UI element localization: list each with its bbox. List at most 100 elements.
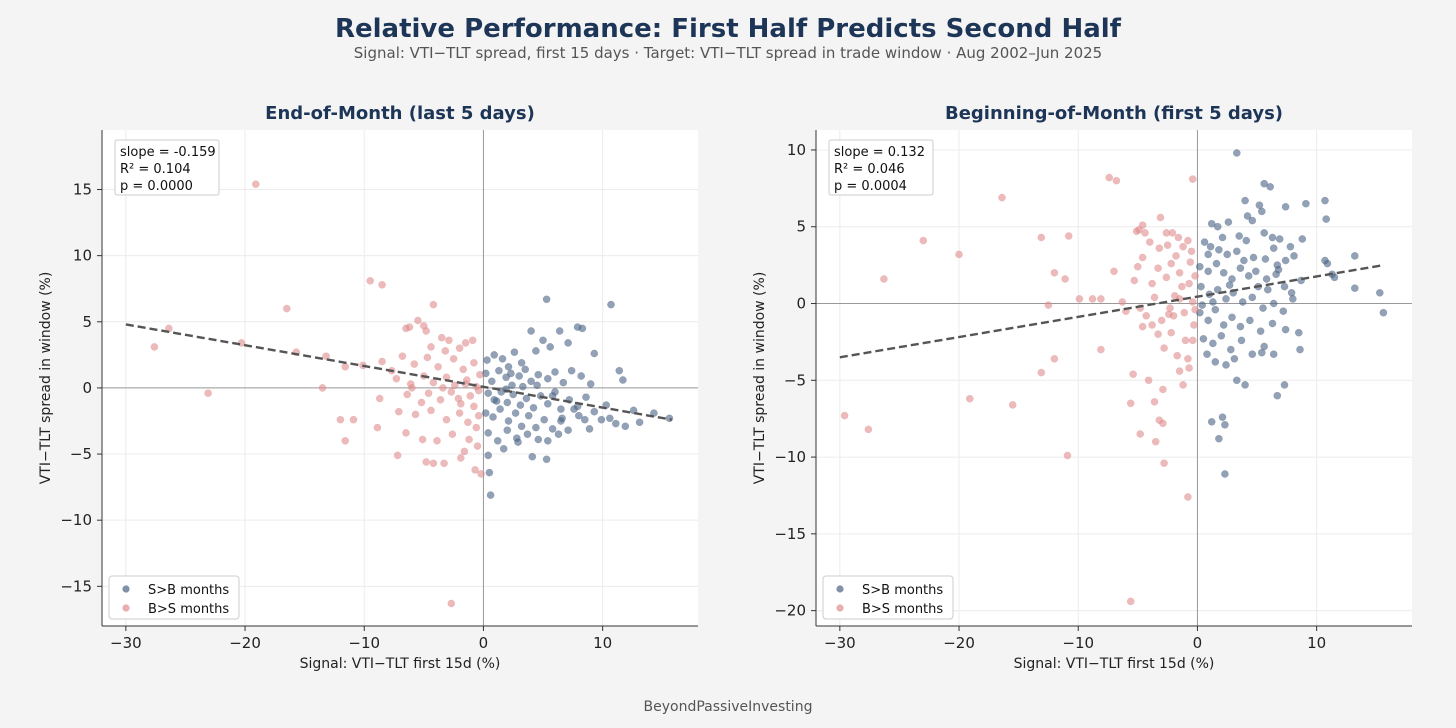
scatter-point [492,397,501,405]
scatter-point [1157,316,1166,325]
scatter-point [1172,252,1180,260]
scatter-point [1133,262,1142,271]
scatter-point [1181,336,1190,345]
scatter-point [1173,351,1182,360]
legend-marker [122,585,130,593]
scatter-point [496,405,504,413]
scatter-point [1188,175,1197,183]
scatter-point [998,193,1006,202]
scatter-point [1132,227,1141,236]
scatter-point [1191,305,1199,314]
scatter-point [1037,233,1046,242]
scatter-point [1154,264,1162,273]
scatter-point [585,425,594,433]
scatter-point [1236,264,1245,273]
scatter-point [1166,304,1174,312]
scatter-point [518,382,527,391]
scatter-point [484,429,493,437]
scatter-point [543,374,552,383]
scatter-point [1138,322,1147,331]
scatter-point [1260,179,1269,188]
x-tick-label: −20 [229,634,261,652]
x-tick-label: −10 [1062,634,1094,652]
scatter-point [1262,275,1271,283]
scatter-point [1268,319,1277,328]
scatter-point [527,327,535,335]
scatter-point [150,343,159,351]
scatter-point [1097,345,1105,354]
scatter-point [1061,275,1069,283]
stats-line: p = 0.0000 [120,179,193,194]
legend-label: B>S months [148,602,229,617]
legend-marker [836,604,844,612]
scatter-point [1280,282,1289,291]
scatter-point [378,280,386,289]
scatter-point [564,339,572,347]
scatter-point [422,458,431,466]
scatter-point [1097,295,1105,303]
scatter-point [1230,354,1239,363]
y-tick-label: 5 [82,313,92,331]
scatter-point [502,373,510,382]
scatter-point [1215,434,1223,443]
legend-label: S>B months [148,583,229,598]
scatter-point [483,356,491,364]
scatter-point [465,435,473,444]
scatter-point [473,442,482,450]
scatter-point [1232,149,1241,157]
scatter-point [408,384,416,392]
scatter-point [460,447,469,456]
panel-title: End-of-Month (last 5 days) [265,103,535,124]
scatter-point [1145,238,1154,246]
scatter-point [1218,413,1227,422]
scatter-point [955,250,963,259]
scatter-point [437,333,446,342]
scatter-point [459,365,468,374]
scatter-point [423,353,432,362]
scatter-point [349,415,358,424]
scatter-point [1148,279,1156,288]
scatter-point [1323,259,1332,268]
scatter-point [1375,288,1384,297]
stats-line: slope = -0.159 [120,145,216,160]
scatter-point [1187,247,1196,256]
scatter-point [503,426,512,435]
scatter-point [665,414,674,423]
scatter-point [1321,196,1329,205]
scatter-point [1226,345,1235,354]
scatter-point [527,377,535,386]
scatter-point [1211,305,1220,314]
scatter-point [1222,295,1230,303]
scatter-point [607,300,615,309]
scatter-point [534,435,543,444]
y-tick-label: −20 [774,602,806,620]
scatter-point [1178,282,1186,291]
scatter-point [1235,232,1244,240]
scatter-point [1063,451,1072,460]
scatter-point [1142,311,1151,320]
scatter-point [410,360,419,368]
scatter-point [1322,215,1331,223]
scatter-point [567,366,576,375]
scatter-point [470,402,478,411]
main-title: Relative Performance: First Half Predict… [334,14,1121,44]
scatter-point [495,366,503,375]
series-sb [481,295,674,499]
scatter-point [1138,253,1147,262]
scatter-point [1130,276,1139,285]
panel-2: −30 −20 −10 0 10 −20 −15 −10 −5 0 5 10 Beginning-of-… [752,103,1412,672]
scatter-point [378,357,386,366]
scatter-point [1232,376,1241,385]
scatter-point [1259,304,1267,312]
scatter-point [1273,391,1282,400]
scatter-point [429,300,438,309]
scatter-point [1279,307,1288,316]
scatter-point [534,370,543,379]
stats-box-frame [114,139,220,196]
scatter-point [1237,336,1246,345]
scatter-point [1075,295,1084,303]
scatter-point [1248,216,1257,225]
scatter-point [448,430,457,439]
y-tick-label: −10 [774,448,806,466]
scatter-point [554,430,563,439]
